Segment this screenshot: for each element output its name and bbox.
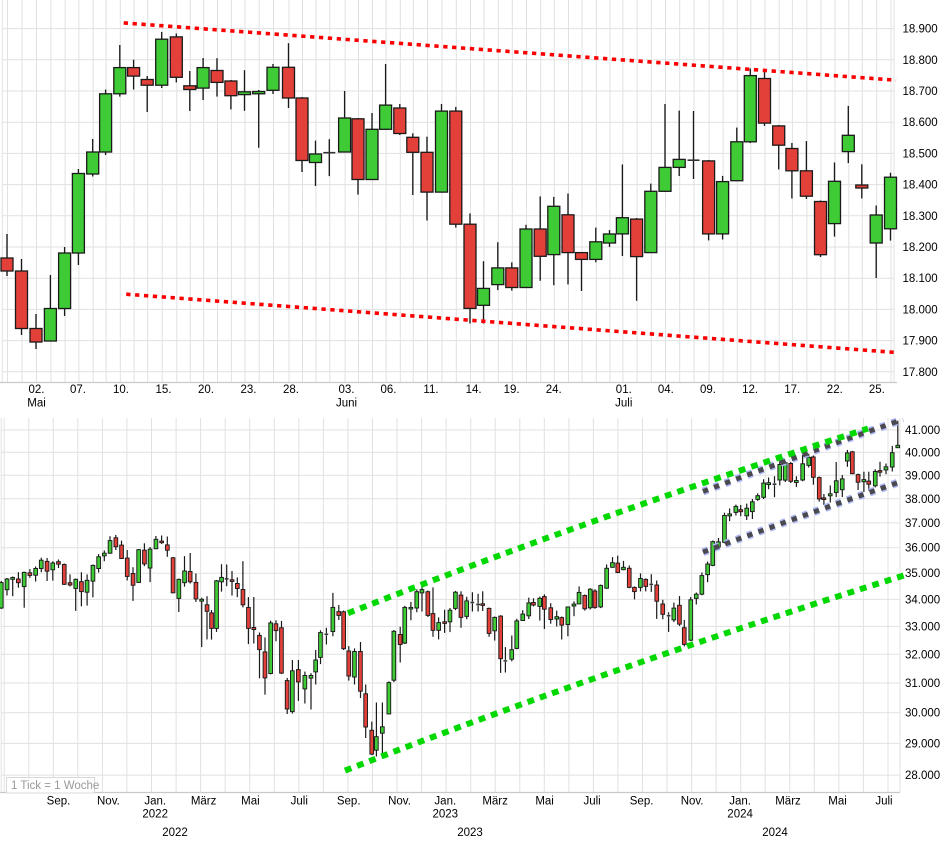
svg-text:06.: 06. (381, 384, 397, 396)
svg-text:15.: 15. (156, 384, 172, 396)
svg-text:41.000: 41.000 (905, 425, 940, 437)
svg-text:23.: 23. (241, 384, 257, 396)
svg-text:14.: 14. (466, 384, 482, 396)
svg-text:20.: 20. (198, 384, 214, 396)
svg-text:Mai: Mai (27, 398, 46, 410)
svg-text:2022: 2022 (142, 809, 168, 821)
svg-text:Juni: Juni (336, 398, 357, 410)
svg-text:18.000: 18.000 (903, 304, 938, 316)
svg-text:24.: 24. (546, 384, 562, 396)
svg-text:32.000: 32.000 (905, 649, 940, 661)
svg-text:Nov.: Nov. (681, 796, 704, 808)
svg-text:39.000: 39.000 (905, 470, 940, 482)
svg-text:März: März (482, 796, 508, 808)
svg-text:25.: 25. (869, 384, 885, 396)
svg-text:Jan.: Jan. (434, 796, 456, 808)
svg-text:22.: 22. (827, 384, 843, 396)
svg-text:29.000: 29.000 (905, 738, 940, 750)
svg-text:18.300: 18.300 (903, 211, 938, 223)
svg-text:18.500: 18.500 (903, 148, 938, 160)
svg-text:17.900: 17.900 (903, 336, 938, 348)
svg-text:11.: 11. (423, 384, 438, 396)
svg-text:Juli: Juli (583, 796, 600, 808)
svg-text:18.700: 18.700 (903, 86, 938, 98)
svg-text:18.400: 18.400 (903, 180, 938, 192)
svg-text:40.000: 40.000 (905, 447, 940, 459)
svg-text:Mai: Mai (828, 796, 847, 808)
svg-text:2023: 2023 (433, 809, 459, 821)
svg-text:Juli: Juli (615, 398, 632, 410)
svg-text:Mai: Mai (241, 796, 260, 808)
svg-text:Sep.: Sep. (337, 796, 361, 808)
svg-text:Jan.: Jan. (144, 796, 166, 808)
svg-text:2023: 2023 (457, 827, 483, 838)
svg-text:37.000: 37.000 (905, 518, 940, 530)
svg-text:18.600: 18.600 (903, 117, 938, 129)
svg-text:28.: 28. (283, 384, 299, 396)
svg-text:31.000: 31.000 (905, 678, 940, 690)
svg-text:1 Tick = 1 Woche: 1 Tick = 1 Woche (11, 780, 99, 792)
svg-text:2024: 2024 (762, 827, 788, 838)
svg-text:Juli: Juli (291, 796, 308, 808)
svg-text:Jan.: Jan. (729, 796, 751, 808)
svg-text:35.000: 35.000 (905, 568, 940, 580)
svg-text:Sep.: Sep. (630, 796, 654, 808)
svg-text:04.: 04. (658, 384, 674, 396)
svg-text:03.: 03. (339, 384, 355, 396)
svg-text:33.000: 33.000 (905, 621, 940, 633)
svg-text:17.: 17. (784, 384, 800, 396)
svg-text:März: März (775, 796, 801, 808)
svg-text:Juli: Juli (875, 796, 892, 808)
svg-text:17.800: 17.800 (903, 367, 938, 379)
svg-text:Nov.: Nov. (97, 796, 120, 808)
svg-text:Sep.: Sep. (47, 796, 71, 808)
svg-text:02.: 02. (29, 384, 45, 396)
svg-text:34.000: 34.000 (905, 594, 940, 606)
svg-text:12.: 12. (742, 384, 758, 396)
svg-text:30.000: 30.000 (905, 708, 940, 720)
svg-text:10.: 10. (113, 384, 129, 396)
svg-text:2024: 2024 (727, 809, 753, 821)
svg-text:28.000: 28.000 (905, 770, 940, 782)
svg-text:09.: 09. (700, 384, 716, 396)
svg-text:Mai: Mai (535, 796, 554, 808)
svg-text:2022: 2022 (162, 827, 188, 838)
svg-text:März: März (191, 796, 217, 808)
svg-text:19.: 19. (504, 384, 520, 396)
svg-text:18.900: 18.900 (903, 24, 938, 36)
svg-text:01.: 01. (616, 384, 632, 396)
svg-text:07.: 07. (70, 384, 86, 396)
svg-text:18.800: 18.800 (903, 55, 938, 67)
svg-text:18.100: 18.100 (903, 273, 938, 285)
svg-text:18.200: 18.200 (903, 242, 938, 254)
svg-text:38.000: 38.000 (905, 494, 940, 506)
svg-text:Nov.: Nov. (388, 796, 411, 808)
svg-text:36.000: 36.000 (905, 543, 940, 555)
